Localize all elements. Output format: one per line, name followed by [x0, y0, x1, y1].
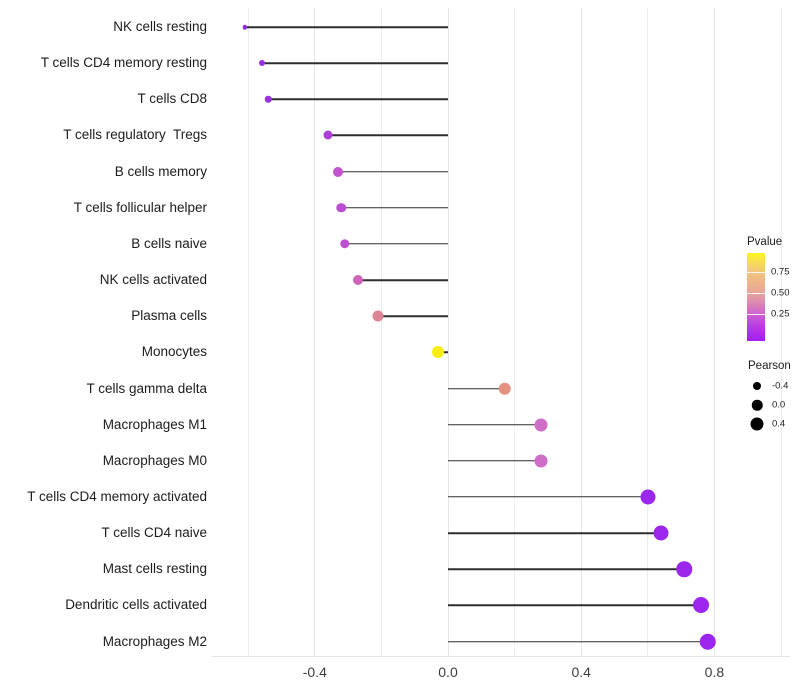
- data-point-dot[interactable]: [534, 418, 548, 432]
- pvalue-gradient-bar: [747, 253, 765, 341]
- data-point-dot[interactable]: [432, 346, 444, 359]
- category-label: Plasma cells: [131, 308, 207, 324]
- pearson-legend-label: 0.0: [772, 399, 786, 411]
- x-axis-tick-label: 0.0: [438, 664, 458, 680]
- category-label: NK cells resting: [113, 19, 207, 34]
- data-point-dot[interactable]: [242, 24, 248, 30]
- category-label: T cells CD4 memory activated: [27, 488, 207, 504]
- pvalue-tick-label: 0.25: [771, 308, 790, 320]
- lollipop-stem: [328, 134, 448, 137]
- gridline-x-0.6: [647, 8, 649, 656]
- pvalue-tick-label: 0.50: [771, 287, 790, 299]
- gridline-x--0.6: [247, 8, 249, 656]
- data-point-dot[interactable]: [264, 96, 272, 103]
- pvalue-colorbar-tick: [747, 292, 765, 294]
- pvalue-colorbar-tick: [747, 272, 765, 274]
- gridline-x--0.2: [380, 8, 382, 656]
- lollipop-stem: [448, 387, 505, 390]
- lollipop-stem: [448, 532, 662, 534]
- lollipop-stem: [448, 496, 648, 498]
- category-label: T cells follicular helper: [73, 199, 207, 215]
- category-label: T cells CD4 naive: [101, 525, 207, 541]
- lollipop-stem: [448, 423, 542, 426]
- category-label: Monocytes: [141, 344, 207, 360]
- lollipop-stem: [338, 170, 448, 173]
- data-point-dot[interactable]: [498, 382, 511, 395]
- lollipop-stem: [358, 279, 448, 281]
- category-label: Dendritic cells activated: [65, 597, 207, 613]
- category-label: Mast cells resting: [102, 561, 207, 577]
- lollipop-stem: [448, 640, 708, 643]
- category-label: Macrophages M2: [102, 633, 207, 649]
- category-label: Macrophages M0: [102, 452, 207, 468]
- data-point-dot[interactable]: [336, 203, 347, 213]
- pearson-legend-dot: [750, 417, 764, 431]
- category-label: B cells memory: [114, 163, 207, 179]
- pearson-legend-dot: [751, 399, 763, 411]
- data-point-dot[interactable]: [676, 561, 693, 577]
- category-label: T cells gamma delta: [86, 380, 207, 396]
- gridline-x-0.4: [580, 8, 582, 656]
- data-point-dot[interactable]: [640, 489, 656, 505]
- pearson-legend-label: 0.4: [772, 418, 786, 430]
- lollipop-stem: [378, 315, 448, 317]
- data-point-dot[interactable]: [372, 310, 384, 322]
- category-label: B cells naive: [131, 235, 207, 251]
- lollipop-stem: [448, 568, 685, 570]
- x-axis-tick-label: -0.4: [302, 664, 327, 680]
- lollipop-stem: [261, 62, 448, 64]
- pvalue-colorbar-tick: [747, 313, 765, 315]
- data-point-dot[interactable]: [323, 130, 333, 140]
- gridline-x-0: [447, 8, 449, 656]
- data-point-dot[interactable]: [534, 454, 548, 468]
- data-point-dot[interactable]: [353, 275, 364, 286]
- pvalue-tick-label: 0.75: [771, 266, 790, 278]
- category-label: T cells regulatory Tregs: [63, 127, 207, 143]
- category-label: T cells CD4 memory resting: [40, 55, 207, 71]
- pearson-legend-dot: [753, 382, 761, 390]
- lollipop-stem: [448, 460, 542, 462]
- data-point-dot[interactable]: [653, 525, 669, 541]
- data-point-dot[interactable]: [258, 60, 265, 67]
- lollipop-stem: [448, 604, 702, 607]
- data-point-dot[interactable]: [333, 166, 344, 177]
- pearson-legend-label: -0.4: [772, 380, 789, 392]
- lollipop-stem: [268, 98, 448, 101]
- lollipop-stem: [244, 26, 448, 28]
- pvalue-legend-title: Pvalue: [747, 236, 783, 248]
- lollipop-stem: [344, 243, 448, 245]
- pearson-legend-title: Pearson: [748, 360, 791, 372]
- data-point-dot[interactable]: [693, 597, 710, 614]
- data-point-dot[interactable]: [340, 239, 350, 249]
- x-axis-tick-label: 0.4: [571, 664, 591, 680]
- category-label: Macrophages M1: [102, 416, 207, 432]
- x-axis-tick-label: 0.8: [704, 664, 725, 680]
- gridline-x-1: [780, 8, 782, 656]
- lollipop-stem: [341, 207, 448, 209]
- gridline-x-0.8: [713, 8, 715, 656]
- gridline-x--0.4: [314, 8, 316, 656]
- gridline-x-0.2: [514, 8, 516, 656]
- data-point-dot[interactable]: [699, 633, 716, 650]
- category-label: NK cells activated: [99, 272, 207, 288]
- x-axis-line: [212, 656, 790, 657]
- category-label: T cells CD8: [137, 91, 207, 107]
